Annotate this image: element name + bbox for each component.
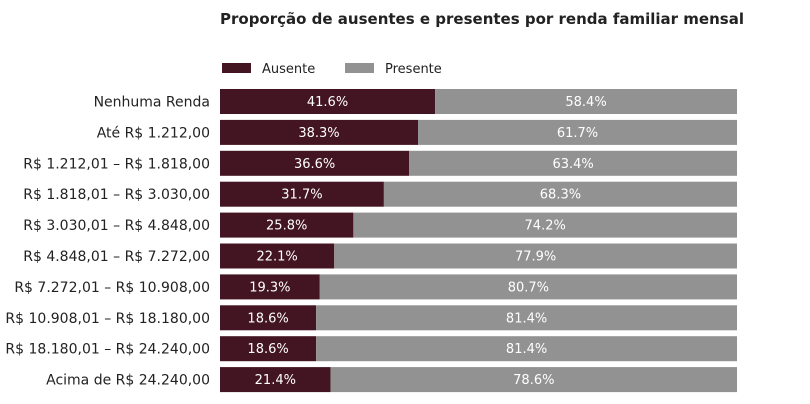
bar-value-label: 31.7% [281, 188, 322, 203]
bar-presente [316, 336, 737, 362]
bar-value-label: 19.3% [249, 280, 290, 295]
bar-presente [409, 150, 737, 176]
bar-value-label: 81.4% [506, 342, 547, 357]
bar-presente [353, 212, 737, 238]
chart-title: Proporção de ausentes e presentes por re… [220, 10, 744, 28]
bar-presente [330, 367, 737, 393]
bar-ausente [220, 274, 320, 300]
bar-value-label: 58.4% [565, 95, 606, 110]
bar-value-label: 77.9% [515, 250, 556, 265]
category-label: Nenhuma Renda [94, 95, 210, 111]
bar-presente [319, 274, 737, 300]
bar-value-label: 80.7% [508, 280, 549, 295]
category-label: Acima de R$ 24.240,00 [46, 373, 210, 389]
legend-swatch-ausente [222, 63, 251, 73]
legend: Ausente Presente [222, 62, 442, 77]
bar-value-label: 78.6% [513, 373, 554, 388]
bar-ausente [220, 150, 410, 176]
category-label: R$ 4.848,01 – R$ 7.272,00 [23, 249, 210, 265]
bar-value-label: 25.8% [266, 219, 307, 234]
bar-presente [334, 243, 737, 269]
bar-ausente [220, 336, 317, 362]
bar-ausente [220, 305, 317, 331]
bar-value-label: 18.6% [247, 342, 288, 357]
bar-value-label: 41.6% [307, 95, 348, 110]
bar-ausente [220, 212, 354, 238]
bar-presente [383, 181, 737, 207]
bars: 41.6% 58.4% 38.3% 61.7% 36.6% 63.4% 31.7% 68.3%… [220, 89, 737, 393]
category-label: R$ 3.030,01 – R$ 4.848,00 [23, 218, 210, 234]
bar-value-label: 68.3% [540, 188, 581, 203]
category-label: R$ 7.272,01 – R$ 10.908,00 [14, 280, 210, 296]
category-label: Até R$ 1.212,00 [97, 125, 210, 141]
bar-ausente [220, 181, 384, 207]
bar-value-label: 63.4% [552, 157, 593, 172]
bar-value-label: 61.7% [557, 126, 598, 141]
legend-swatch-presente [345, 63, 374, 73]
bar-presente [418, 119, 737, 145]
bar-value-label: 81.4% [506, 311, 547, 326]
bar-ausente [220, 243, 335, 269]
category-label: R$ 1.818,01 – R$ 3.030,00 [23, 187, 210, 203]
category-labels: Nenhuma Renda Até R$ 1.212,00 R$ 1.212,01 … [5, 95, 210, 389]
category-label: R$ 1.212,01 – R$ 1.818,00 [23, 156, 210, 172]
bar-ausente [220, 89, 436, 114]
bar-value-label: 21.4% [255, 373, 296, 388]
bar-value-label: 18.6% [247, 311, 288, 326]
legend-label-presente: Presente [385, 62, 442, 77]
bar-presente [316, 305, 737, 331]
bar-presente [435, 89, 737, 114]
bar-ausente [220, 119, 419, 145]
bar-ausente [220, 367, 331, 393]
legend-label-ausente: Ausente [262, 62, 315, 77]
bar-value-label: 74.2% [525, 219, 566, 234]
category-label: R$ 10.908,01 – R$ 18.180,00 [5, 311, 210, 327]
bar-value-label: 38.3% [298, 126, 339, 141]
category-label: R$ 18.180,01 – R$ 24.240,00 [5, 342, 210, 358]
bar-value-label: 36.6% [294, 157, 335, 172]
bar-value-label: 22.1% [256, 250, 297, 265]
